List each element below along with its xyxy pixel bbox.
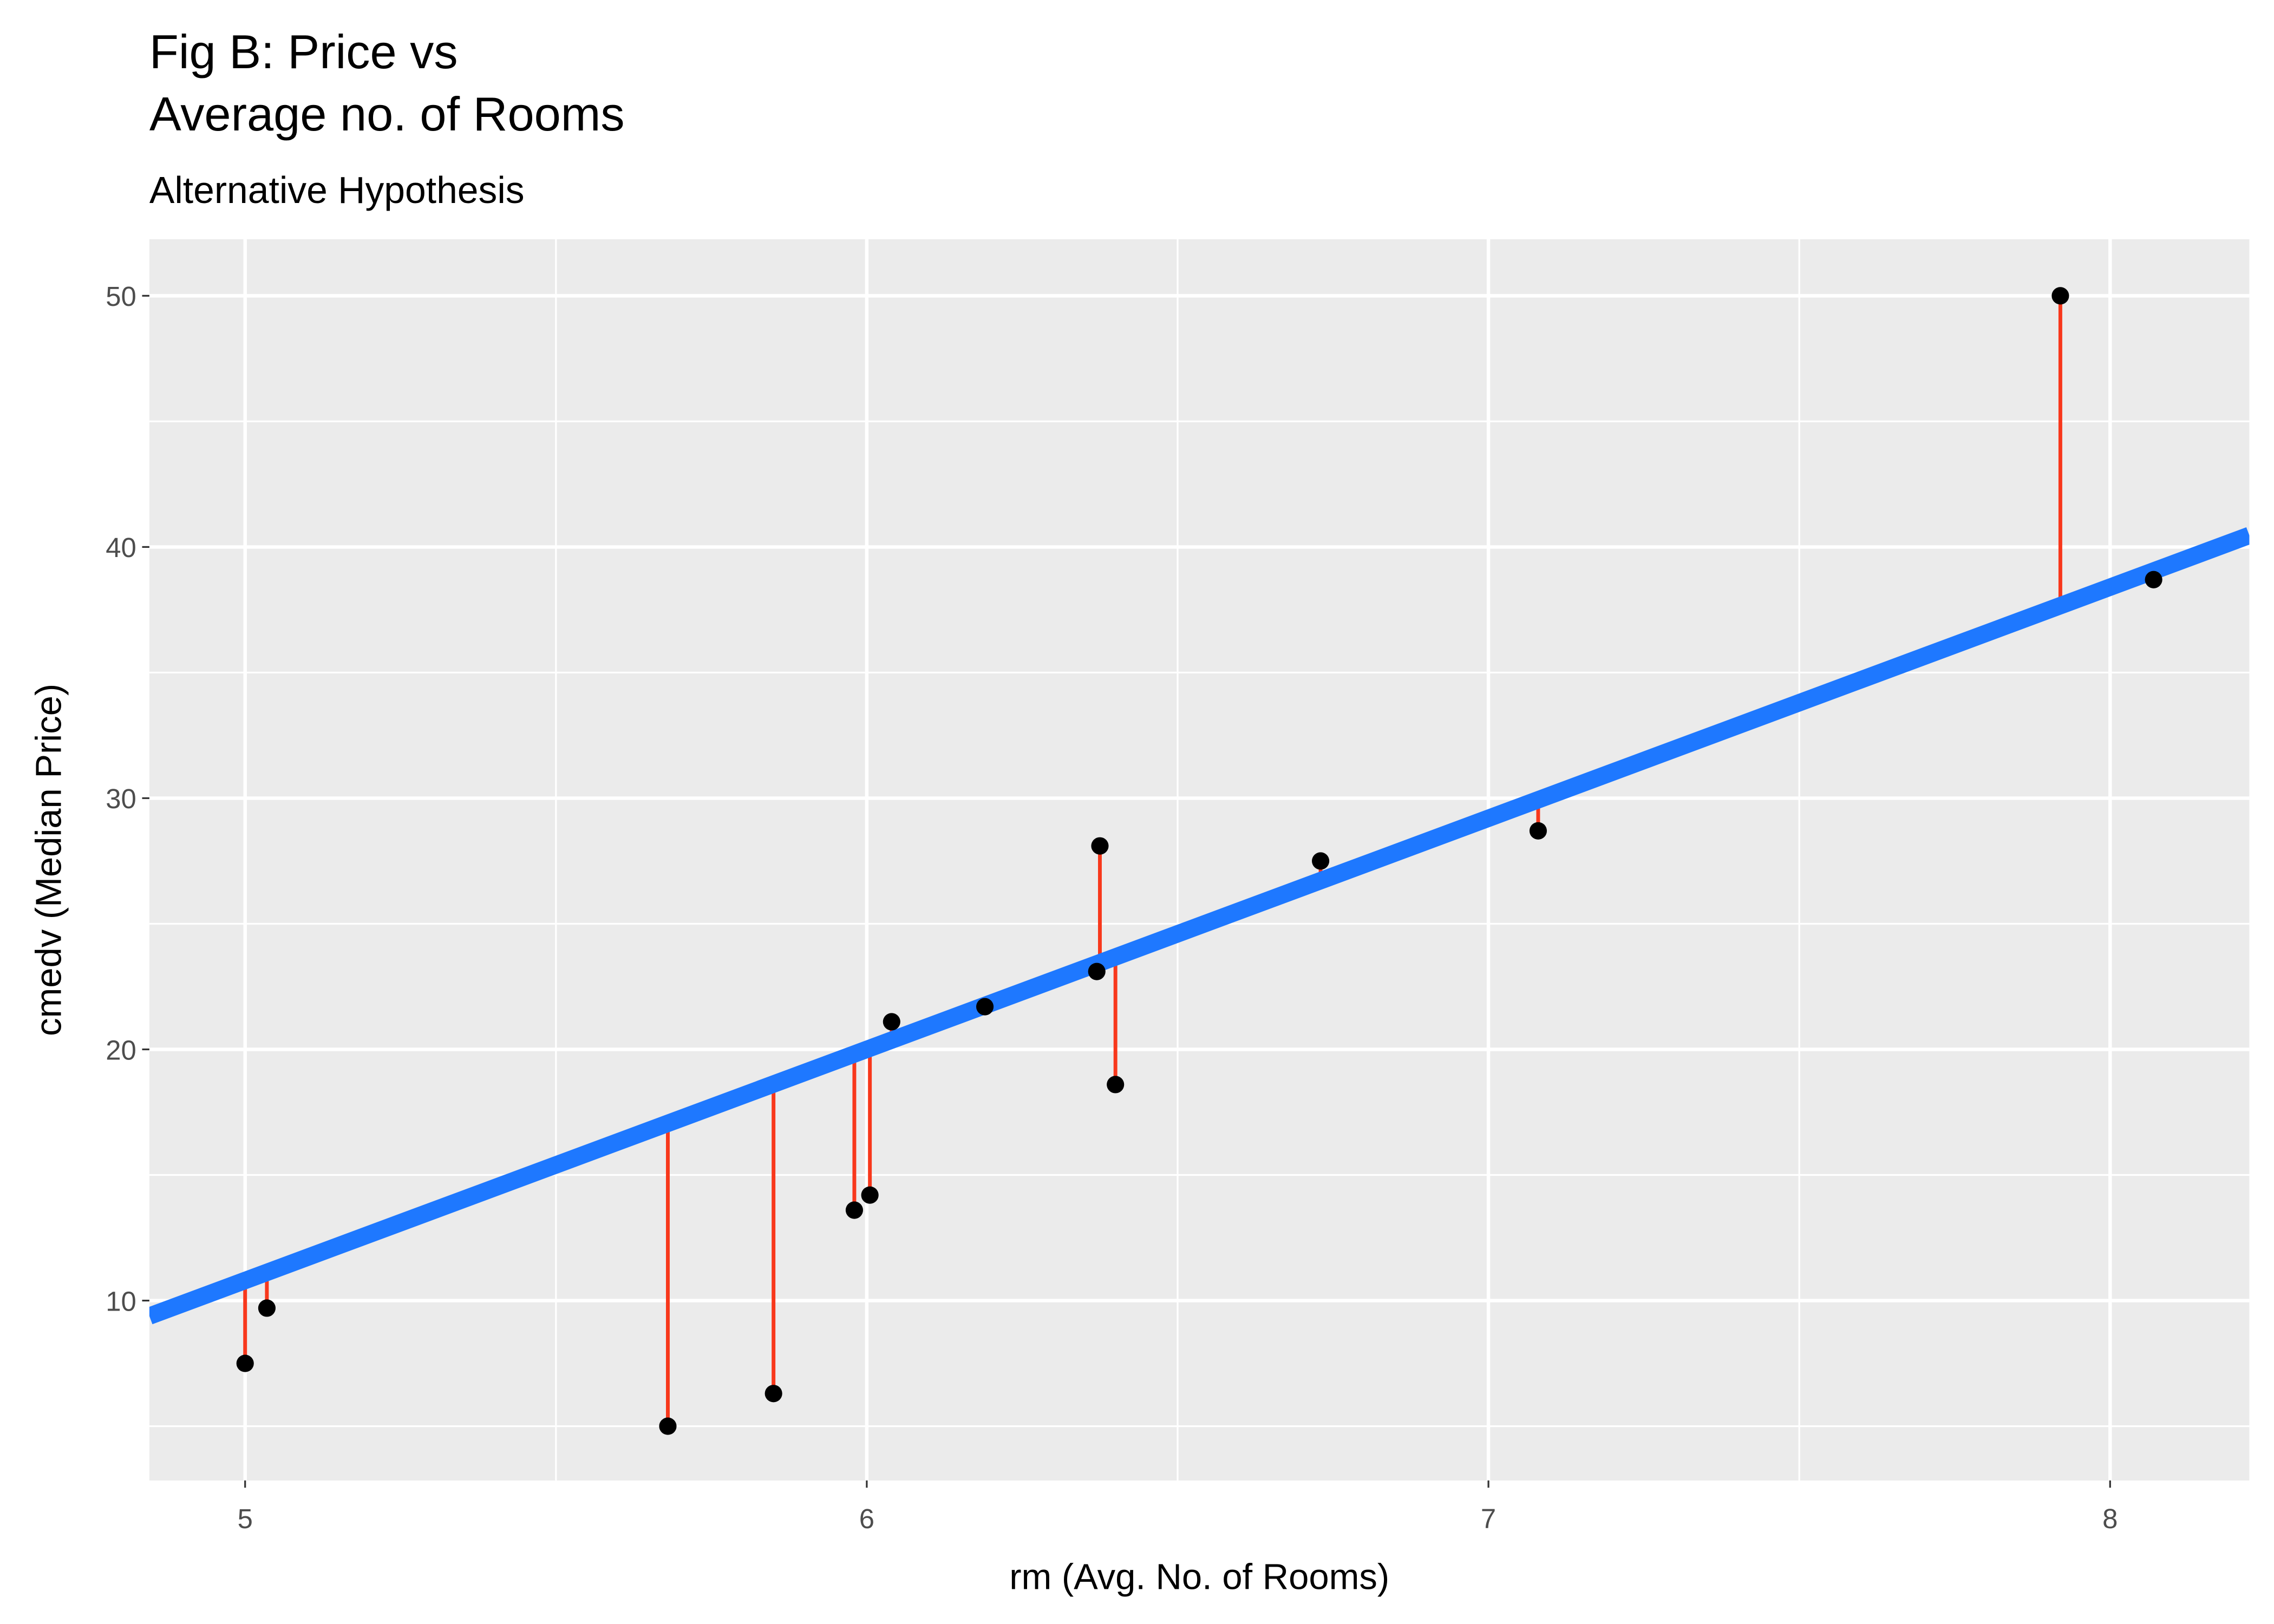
point	[764, 1385, 782, 1403]
point	[1091, 837, 1109, 855]
point	[659, 1417, 677, 1435]
x-axis-title: rm (Avg. No. of Rooms)	[1009, 1557, 1389, 1597]
point	[976, 998, 994, 1016]
x-tick-label: 6	[859, 1503, 874, 1534]
chart-title: Average no. of Rooms	[149, 87, 625, 141]
point	[2051, 287, 2069, 305]
point	[1529, 822, 1547, 840]
y-axis-title: cmedv (Median Price)	[28, 684, 69, 1036]
y-tick-label: 40	[106, 532, 136, 563]
grid	[149, 239, 2250, 1481]
panel-background	[149, 239, 2250, 1481]
point	[2145, 571, 2162, 588]
point	[845, 1201, 864, 1219]
point	[883, 1013, 900, 1031]
regression-line	[149, 527, 2250, 1325]
point	[1088, 962, 1106, 980]
point	[1107, 1076, 1125, 1093]
y-tick-label: 10	[106, 1286, 136, 1317]
y-tick-label: 20	[106, 1034, 136, 1065]
point	[236, 1354, 254, 1372]
chart-subtitle: Alternative Hypothesis	[149, 169, 525, 211]
chart-title: Fig B: Price vs	[149, 25, 458, 78]
axes: 5 6 7 8 10 20 30 40 50	[106, 281, 2118, 1534]
plot-marks	[149, 287, 2250, 1435]
y-tick-label: 30	[106, 783, 136, 814]
y-tick-label: 50	[106, 281, 136, 312]
x-tick-label: 7	[1481, 1503, 1496, 1534]
point	[861, 1186, 879, 1204]
x-tick-label: 5	[238, 1503, 253, 1534]
x-tick-label: 8	[2102, 1503, 2118, 1534]
point	[1312, 852, 1330, 870]
point	[258, 1299, 276, 1317]
